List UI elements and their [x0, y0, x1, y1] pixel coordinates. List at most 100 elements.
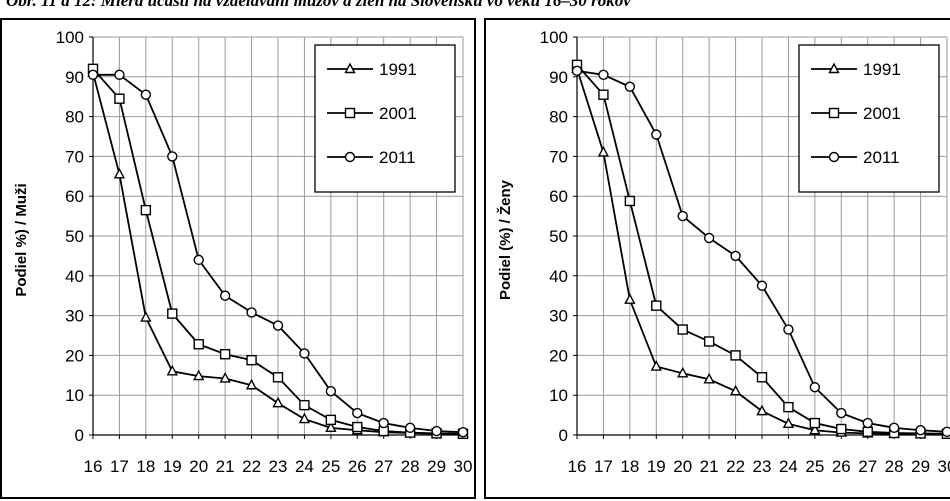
x-tick-label: 27	[374, 457, 393, 476]
y-tick-label: 30	[65, 307, 84, 326]
point-2011	[432, 427, 441, 436]
point-2011	[379, 419, 388, 428]
x-tick-label: 28	[885, 457, 904, 476]
x-tick-label: 25	[321, 457, 340, 476]
x-tick-label: 17	[110, 457, 129, 476]
x-tick-label: 17	[594, 457, 613, 476]
legend-marker-2011	[830, 153, 839, 162]
x-tick-label: 27	[858, 457, 877, 476]
x-tick-label: 21	[700, 457, 719, 476]
y-axis-label-men: Podiel %) / Muži	[13, 183, 30, 296]
point-2001	[221, 350, 230, 359]
legend-label-2011: 2011	[863, 148, 900, 167]
y-tick-label: 50	[549, 227, 568, 246]
point-2011	[141, 90, 150, 99]
y-tick-label: 40	[65, 267, 84, 286]
y-tick-label: 20	[549, 346, 568, 365]
x-tick-label: 16	[568, 457, 587, 476]
point-2011	[784, 325, 793, 334]
point-2011	[863, 419, 872, 428]
point-2011	[115, 70, 124, 79]
point-2011	[678, 212, 687, 221]
point-2001	[837, 425, 846, 434]
point-2011	[300, 349, 309, 358]
x-tick-label: 20	[673, 457, 692, 476]
x-tick-label: 19	[647, 457, 666, 476]
point-2011	[943, 427, 950, 436]
legend-label-2011: 2011	[379, 148, 416, 167]
x-tick-label: 30	[938, 457, 950, 476]
point-1991	[115, 169, 124, 178]
point-2011	[406, 423, 415, 432]
point-1991	[274, 398, 283, 407]
x-tick-label: 18	[136, 457, 155, 476]
point-2011	[916, 426, 925, 435]
page-title: Obr. 11 a 12: Miera účasti na vzdelávaní…	[6, 0, 946, 11]
y-tick-label: 60	[65, 187, 84, 206]
point-2001	[810, 419, 819, 428]
legend-marker-2001	[830, 109, 839, 118]
point-2011	[168, 152, 177, 161]
point-2011	[625, 82, 634, 91]
legend-label-1991: 1991	[379, 60, 417, 79]
point-2001	[652, 301, 661, 310]
point-2001	[731, 351, 740, 360]
point-2001	[758, 373, 767, 382]
point-2001	[141, 206, 150, 215]
y-tick-label: 10	[549, 386, 568, 405]
point-2011	[221, 291, 230, 300]
y-tick-label: 30	[549, 307, 568, 326]
x-tick-label: 26	[348, 457, 367, 476]
x-tick-label: 22	[242, 457, 261, 476]
y-tick-label: 100	[56, 28, 84, 47]
point-2011	[837, 409, 846, 418]
point-2011	[731, 251, 740, 260]
point-2001	[274, 373, 283, 382]
point-2001	[168, 309, 177, 318]
x-tick-label: 21	[216, 457, 235, 476]
point-2001	[784, 403, 793, 412]
point-2001	[247, 356, 256, 365]
point-1991	[758, 406, 767, 415]
y-tick-label: 10	[65, 386, 84, 405]
x-tick-label: 28	[401, 457, 420, 476]
point-1991	[625, 295, 634, 304]
x-tick-label: 19	[163, 457, 182, 476]
point-2001	[625, 196, 634, 205]
x-tick-label: 29	[911, 457, 930, 476]
y-tick-label: 80	[549, 108, 568, 127]
point-2011	[652, 130, 661, 139]
y-tick-label: 80	[65, 108, 84, 127]
y-tick-label: 70	[549, 147, 568, 166]
x-tick-label: 23	[753, 457, 772, 476]
point-2011	[705, 233, 714, 242]
y-tick-label: 90	[65, 68, 84, 87]
point-2001	[863, 427, 872, 436]
point-2001	[353, 423, 362, 432]
x-tick-label: 24	[295, 457, 314, 476]
y-tick-label: 90	[549, 68, 568, 87]
x-tick-label: 23	[269, 457, 288, 476]
legend-label-2001: 2001	[863, 104, 901, 123]
point-2011	[353, 409, 362, 418]
point-2011	[758, 281, 767, 290]
point-2011	[459, 428, 468, 437]
point-2011	[247, 308, 256, 317]
point-2011	[810, 383, 819, 392]
x-tick-label: 16	[84, 457, 103, 476]
point-1991	[599, 147, 608, 156]
point-2011	[274, 321, 283, 330]
point-2001	[326, 415, 335, 424]
point-1991	[141, 313, 150, 322]
y-tick-label: 20	[65, 346, 84, 365]
point-2001	[599, 90, 608, 99]
y-tick-label: 70	[65, 147, 84, 166]
point-2001	[194, 340, 203, 349]
x-tick-label: 24	[779, 457, 798, 476]
point-1991	[652, 362, 661, 371]
x-tick-label: 29	[427, 457, 446, 476]
x-tick-label: 26	[832, 457, 851, 476]
x-tick-label: 25	[805, 457, 824, 476]
